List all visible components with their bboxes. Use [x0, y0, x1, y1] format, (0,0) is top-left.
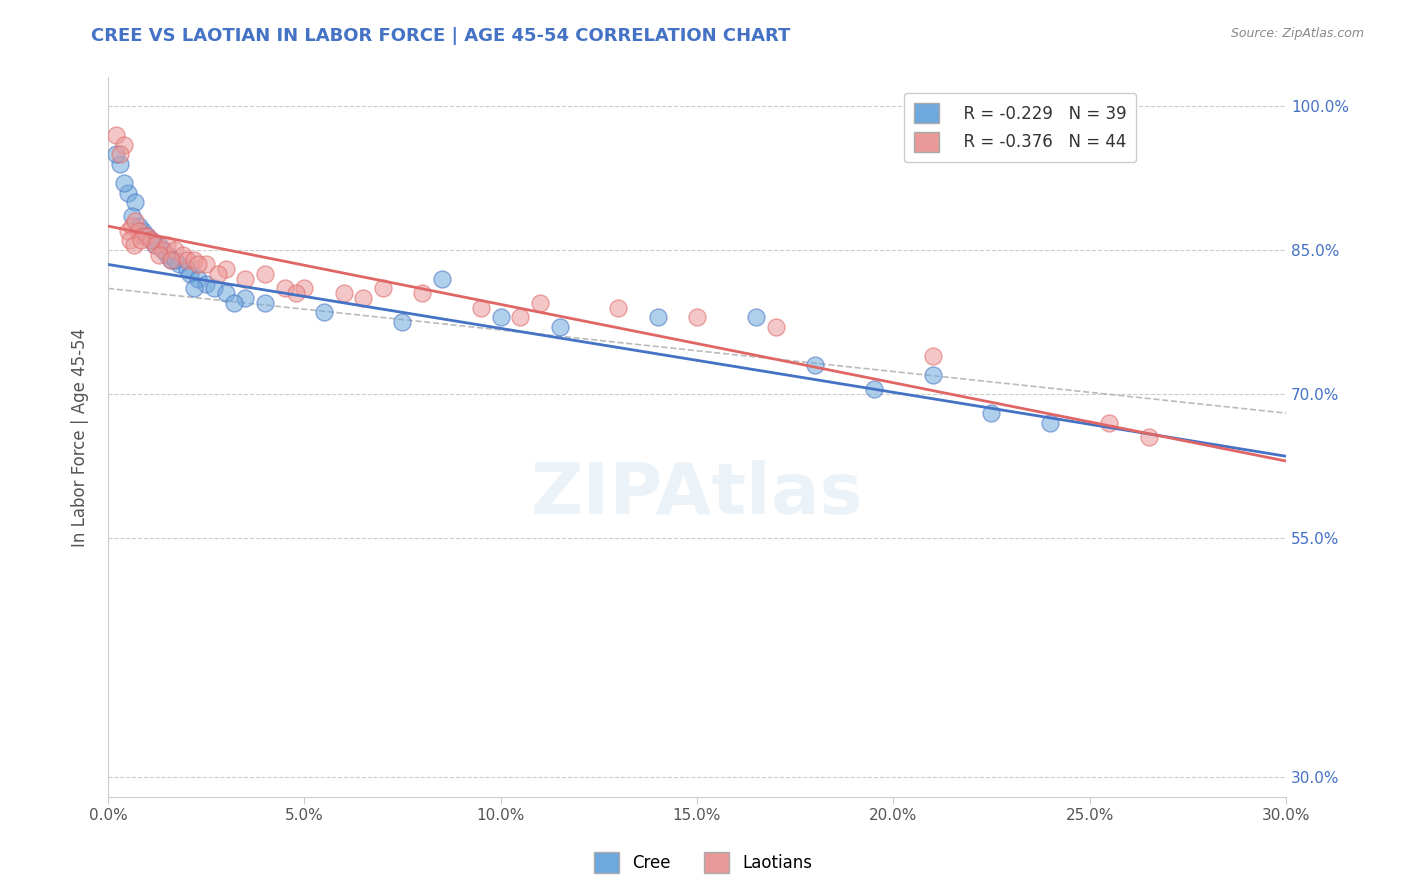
- Point: [156, 238, 179, 252]
- Point: [862, 382, 884, 396]
- Point: [187, 257, 209, 271]
- Point: [430, 272, 453, 286]
- Point: [121, 210, 143, 224]
- Point: [235, 272, 257, 286]
- Point: [104, 128, 127, 142]
- Point: [292, 281, 315, 295]
- Point: [1098, 416, 1121, 430]
- Point: [112, 137, 135, 152]
- Point: [411, 286, 433, 301]
- Point: [195, 277, 218, 291]
- Point: [509, 310, 531, 325]
- Point: [172, 248, 194, 262]
- Point: [167, 257, 190, 271]
- Point: [187, 272, 209, 286]
- Point: [148, 238, 170, 252]
- Point: [136, 228, 159, 243]
- Point: [176, 252, 198, 267]
- Point: [128, 219, 150, 233]
- Point: [121, 219, 143, 233]
- Point: [548, 319, 571, 334]
- Point: [117, 186, 139, 200]
- Point: [686, 310, 709, 325]
- Legend:   R = -0.229   N = 39,   R = -0.376   N = 44: R = -0.229 N = 39, R = -0.376 N = 44: [904, 93, 1136, 162]
- Point: [108, 147, 131, 161]
- Point: [765, 319, 787, 334]
- Point: [118, 234, 141, 248]
- Point: [647, 310, 669, 325]
- Point: [108, 157, 131, 171]
- Point: [254, 267, 277, 281]
- Legend: Cree, Laotians: Cree, Laotians: [588, 846, 818, 880]
- Point: [273, 281, 295, 295]
- Point: [215, 262, 238, 277]
- Point: [489, 310, 512, 325]
- Point: [152, 243, 174, 257]
- Point: [124, 214, 146, 228]
- Point: [312, 305, 335, 319]
- Point: [195, 257, 218, 271]
- Point: [285, 286, 308, 301]
- Point: [132, 224, 155, 238]
- Point: [117, 224, 139, 238]
- Point: [131, 234, 153, 248]
- Point: [391, 315, 413, 329]
- Point: [352, 291, 374, 305]
- Point: [1137, 430, 1160, 444]
- Point: [470, 301, 492, 315]
- Point: [371, 281, 394, 295]
- Point: [1039, 416, 1062, 430]
- Point: [104, 147, 127, 161]
- Point: [159, 252, 181, 267]
- Point: [222, 295, 245, 310]
- Point: [112, 176, 135, 190]
- Point: [183, 252, 205, 267]
- Point: [235, 291, 257, 305]
- Point: [207, 267, 229, 281]
- Point: [215, 286, 238, 301]
- Point: [745, 310, 768, 325]
- Point: [143, 238, 166, 252]
- Point: [136, 228, 159, 243]
- Point: [179, 267, 201, 281]
- Point: [132, 228, 155, 243]
- Point: [141, 234, 163, 248]
- Point: [141, 234, 163, 248]
- Text: ZIPAtlas: ZIPAtlas: [530, 460, 863, 529]
- Text: CREE VS LAOTIAN IN LABOR FORCE | AGE 45-54 CORRELATION CHART: CREE VS LAOTIAN IN LABOR FORCE | AGE 45-…: [91, 27, 790, 45]
- Point: [183, 281, 205, 295]
- Point: [122, 238, 145, 252]
- Point: [148, 248, 170, 262]
- Point: [156, 248, 179, 262]
- Point: [176, 262, 198, 277]
- Point: [124, 195, 146, 210]
- Point: [163, 243, 186, 257]
- Y-axis label: In Labor Force | Age 45-54: In Labor Force | Age 45-54: [72, 327, 89, 547]
- Point: [152, 243, 174, 257]
- Point: [202, 281, 225, 295]
- Point: [143, 238, 166, 252]
- Point: [254, 295, 277, 310]
- Point: [803, 358, 825, 372]
- Point: [607, 301, 630, 315]
- Point: [921, 368, 943, 382]
- Point: [921, 349, 943, 363]
- Point: [159, 252, 181, 267]
- Text: Source: ZipAtlas.com: Source: ZipAtlas.com: [1230, 27, 1364, 40]
- Point: [128, 224, 150, 238]
- Point: [332, 286, 354, 301]
- Point: [163, 252, 186, 267]
- Point: [529, 295, 551, 310]
- Point: [980, 406, 1002, 420]
